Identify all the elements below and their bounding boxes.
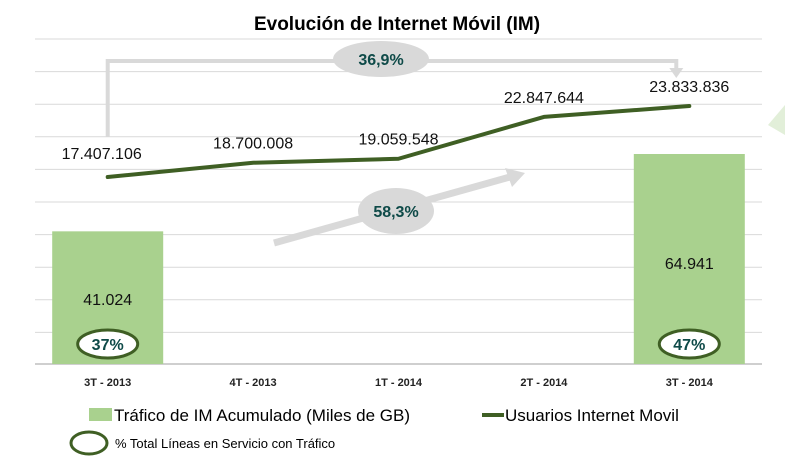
legend: Tráfico de IM Acumulado (Miles de GB) Usu… xyxy=(69,406,679,456)
chart-title: Evolución de Internet Móvil (IM) xyxy=(254,14,540,35)
growth-annotations: 36,9% 58,3% xyxy=(105,41,684,247)
line-value-label: 17.407.106 xyxy=(62,146,142,163)
x-axis: 3T - 2013 4T - 2013 1T - 2014 2T - 2014 3T -… xyxy=(84,377,714,389)
arrowhead-icon xyxy=(505,168,525,187)
pct-ellipse xyxy=(76,328,140,360)
x-tick-label: 4T - 2013 xyxy=(230,377,277,389)
line-value-label: 18.700.008 xyxy=(213,136,293,153)
legend-swatch-ellipse xyxy=(69,430,109,456)
legend-label-line: Usuarios Internet Movil xyxy=(505,406,679,425)
bar-value-label: 64.941 xyxy=(665,256,714,273)
line-series xyxy=(105,104,692,179)
bar-value-label: 41.024 xyxy=(83,292,132,309)
x-tick-label: 1T - 2014 xyxy=(375,377,423,389)
bracket-arrowhead-icon xyxy=(669,68,684,78)
line-value-label: 23.833.836 xyxy=(649,79,729,96)
bar-growth-bubble xyxy=(358,188,434,234)
pct-label: 47% xyxy=(673,337,705,354)
x-tick-label: 3T - 2014 xyxy=(666,377,714,389)
data-labels: 41.024 37% 64.941 47% 17.407.106 18.700.008 19… xyxy=(62,79,729,360)
decorative-triangle xyxy=(768,105,785,135)
bar-growth-label: 58,3% xyxy=(373,204,418,221)
line-growth-label: 36,9% xyxy=(358,52,403,69)
x-tick-label: 3T - 2013 xyxy=(84,377,131,389)
line-growth-bubble xyxy=(333,41,429,77)
line-value-label: 22.847.644 xyxy=(504,90,584,107)
line-value-label: 19.059.548 xyxy=(358,132,438,149)
x-tick-label: 2T - 2014 xyxy=(520,377,568,389)
pct-label: 37% xyxy=(92,337,124,354)
legend-label-bar: Tráfico de IM Acumulado (Miles de GB) xyxy=(114,406,410,425)
legend-label-ellipse: % Total Líneas en Servicio con Tráfico xyxy=(115,436,335,451)
legend-swatch-bar xyxy=(89,408,112,421)
pct-ellipse xyxy=(657,328,721,360)
